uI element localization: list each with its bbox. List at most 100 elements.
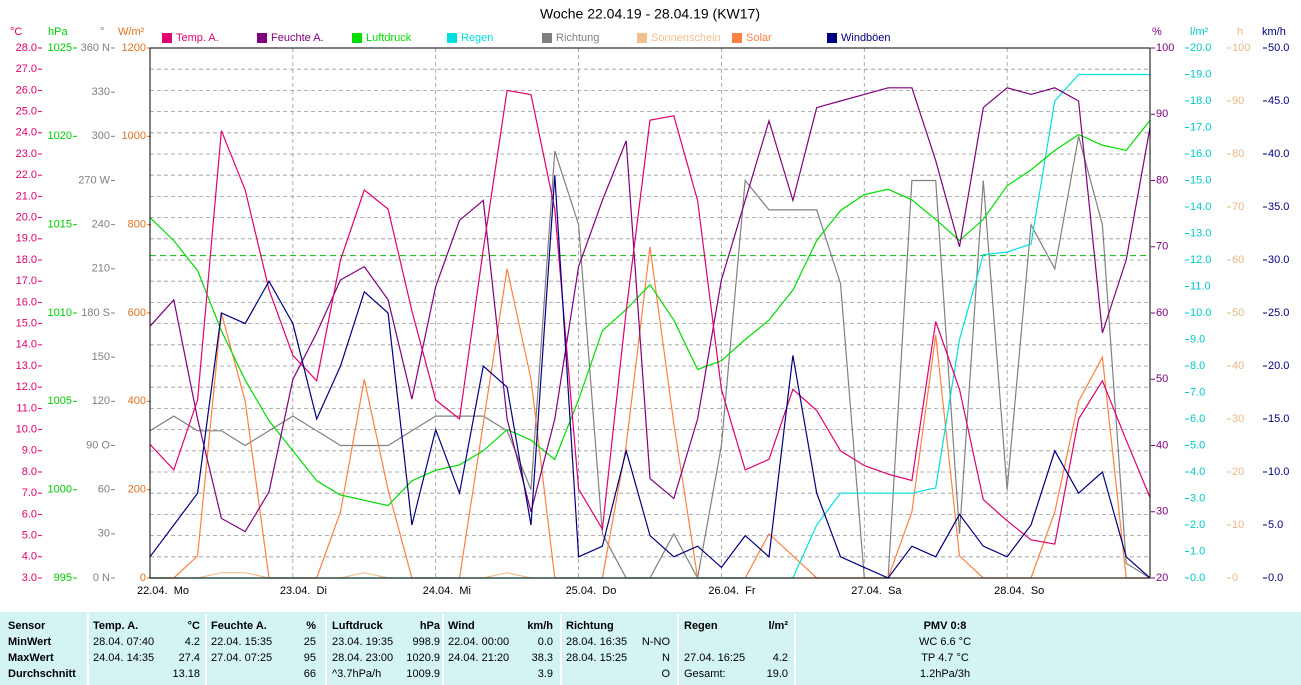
- table-cell: 0.0: [538, 636, 553, 648]
- y-tick-label: 600: [128, 307, 146, 319]
- table-cell: N-NO: [642, 636, 671, 648]
- y-tick-label: 90 O: [86, 439, 110, 451]
- table-cell: 4.2: [773, 652, 788, 664]
- x-tick-label: 24.04. Mi: [423, 585, 471, 597]
- table-cell: 66: [304, 668, 316, 680]
- y-tick-label: 20: [1232, 466, 1244, 478]
- y-tick-label: 30: [98, 528, 110, 540]
- y-tick-label: 300: [92, 130, 110, 142]
- table-background: [0, 612, 1301, 685]
- table-cell: 22.04. 00:00: [448, 636, 509, 648]
- y-tick-label: 1025: [48, 42, 72, 54]
- y-tick-label: 21.0: [16, 190, 37, 202]
- y-tick-label: 80: [1232, 148, 1244, 160]
- y-tick-label: 1005: [48, 395, 72, 407]
- axis-unit: h: [1237, 26, 1243, 38]
- y-tick-label: 40: [1232, 360, 1244, 372]
- y-tick-label: 1015: [48, 219, 72, 231]
- y-tick-label: 50: [1156, 373, 1168, 385]
- y-tick-label: 100: [1232, 42, 1250, 54]
- y-tick-label: 70: [1156, 241, 1168, 253]
- legend-label: Sonnenschein: [651, 32, 721, 44]
- table-cell: 27.04. 16:25: [684, 652, 745, 664]
- x-tick-label: 23.04. Di: [280, 585, 327, 597]
- y-tick-label: 270 W: [78, 174, 110, 186]
- y-tick-label: 11.0: [1190, 280, 1211, 292]
- table-header: %: [306, 620, 316, 632]
- y-tick-label: 6.0: [22, 508, 37, 520]
- table-cell: 27.04. 07:25: [211, 652, 272, 664]
- plot-border: [149, 47, 1151, 579]
- y-tick-label: 400: [128, 395, 146, 407]
- y-tick-label: 100: [1156, 42, 1174, 54]
- table-cell: 38.3: [532, 652, 553, 664]
- y-tick-label: 16.0: [16, 296, 37, 308]
- y-tick-label: 1000: [122, 130, 146, 142]
- y-tick-label: 50.0: [1268, 42, 1289, 54]
- table-cell: 95: [304, 652, 316, 664]
- y-tick-label: 15.0: [1190, 174, 1211, 186]
- table-cell: 998.9: [412, 636, 440, 648]
- y-tick-label: 10.0: [1268, 466, 1289, 478]
- y-tick-label: 20.0: [1268, 360, 1289, 372]
- y-tick-label: 1010: [48, 307, 72, 319]
- legend-label: Temp. A.: [176, 32, 219, 44]
- table-cell: 28.04. 15:25: [566, 652, 627, 664]
- y-tick-label: 3.0: [22, 572, 37, 584]
- axis-unit: km/h: [1262, 26, 1286, 38]
- y-tick-label: 19.0: [16, 233, 37, 245]
- table-cell: 24.04. 14:35: [93, 652, 154, 664]
- y-tick-label: 15.0: [1268, 413, 1289, 425]
- table-cell: 25: [304, 636, 316, 648]
- axis-unit: °: [100, 26, 104, 38]
- table-header: Regen: [684, 620, 718, 632]
- y-tick-label: 18.0: [16, 254, 37, 266]
- table-header: PMV 0:8: [924, 620, 967, 632]
- y-tick-label: 1000: [48, 484, 72, 496]
- series-line: [149, 175, 1151, 579]
- y-tick-label: 4.0: [22, 551, 37, 563]
- axis-unit: l/m²: [1190, 26, 1209, 38]
- table-cell: ^3.7hPa/h: [332, 668, 381, 680]
- y-tick-label: 7.0: [22, 487, 37, 499]
- table-header: hPa: [420, 620, 441, 632]
- y-tick-label: 5.0: [1268, 519, 1283, 531]
- y-tick-label: 360 N: [81, 42, 110, 54]
- x-tick-label: 27.04. Sa: [851, 585, 902, 597]
- y-tick-label: 1020: [48, 130, 72, 142]
- table-cell: 27.4: [179, 652, 200, 664]
- chart-title: Woche 22.04.19 - 28.04.19 (KW17): [540, 6, 760, 22]
- y-tick-label: 17.0: [1190, 121, 1211, 133]
- y-tick-label: 11.0: [16, 402, 37, 414]
- table-cell: WC 6.6 °C: [919, 636, 971, 648]
- legend-swatch: [257, 33, 267, 43]
- y-tick-label: 80: [1156, 174, 1168, 186]
- table-cell: 1.2hPa/3h: [920, 668, 970, 680]
- table-cell: 28.04. 07:40: [93, 636, 154, 648]
- table-cell: 22.04. 15:35: [211, 636, 272, 648]
- table-cell: TP 4.7 °C: [921, 652, 969, 664]
- table-cell: 28.04. 23:00: [332, 652, 393, 664]
- y-tick-label: 14.0: [1190, 201, 1211, 213]
- x-tick-label: 28.04. So: [994, 585, 1044, 597]
- table-cell: 1009.9: [406, 668, 440, 680]
- y-tick-label: 35.0: [1268, 201, 1289, 213]
- legend-swatch: [637, 33, 647, 43]
- y-tick-label: 25.0: [1268, 307, 1289, 319]
- y-tick-label: 60: [1156, 307, 1168, 319]
- y-tick-label: 40.0: [1268, 148, 1289, 160]
- x-tick-label: 25.04. Do: [566, 585, 617, 597]
- table-header: °C: [188, 620, 200, 632]
- axis-unit: °C: [10, 26, 22, 38]
- y-tick-label: 4.0: [1190, 466, 1205, 478]
- y-tick-label: 0.0: [1268, 572, 1283, 584]
- y-tick-label: 1.0: [1190, 545, 1205, 557]
- table-header: Luftdruck: [332, 620, 384, 632]
- y-tick-label: 16.0: [1190, 148, 1211, 160]
- y-tick-label: 14.0: [16, 339, 37, 351]
- y-tick-label: 10: [1232, 519, 1244, 531]
- y-tick-label: 10.0: [1190, 307, 1211, 319]
- y-tick-label: 30: [1232, 413, 1244, 425]
- y-tick-label: 150: [92, 351, 110, 363]
